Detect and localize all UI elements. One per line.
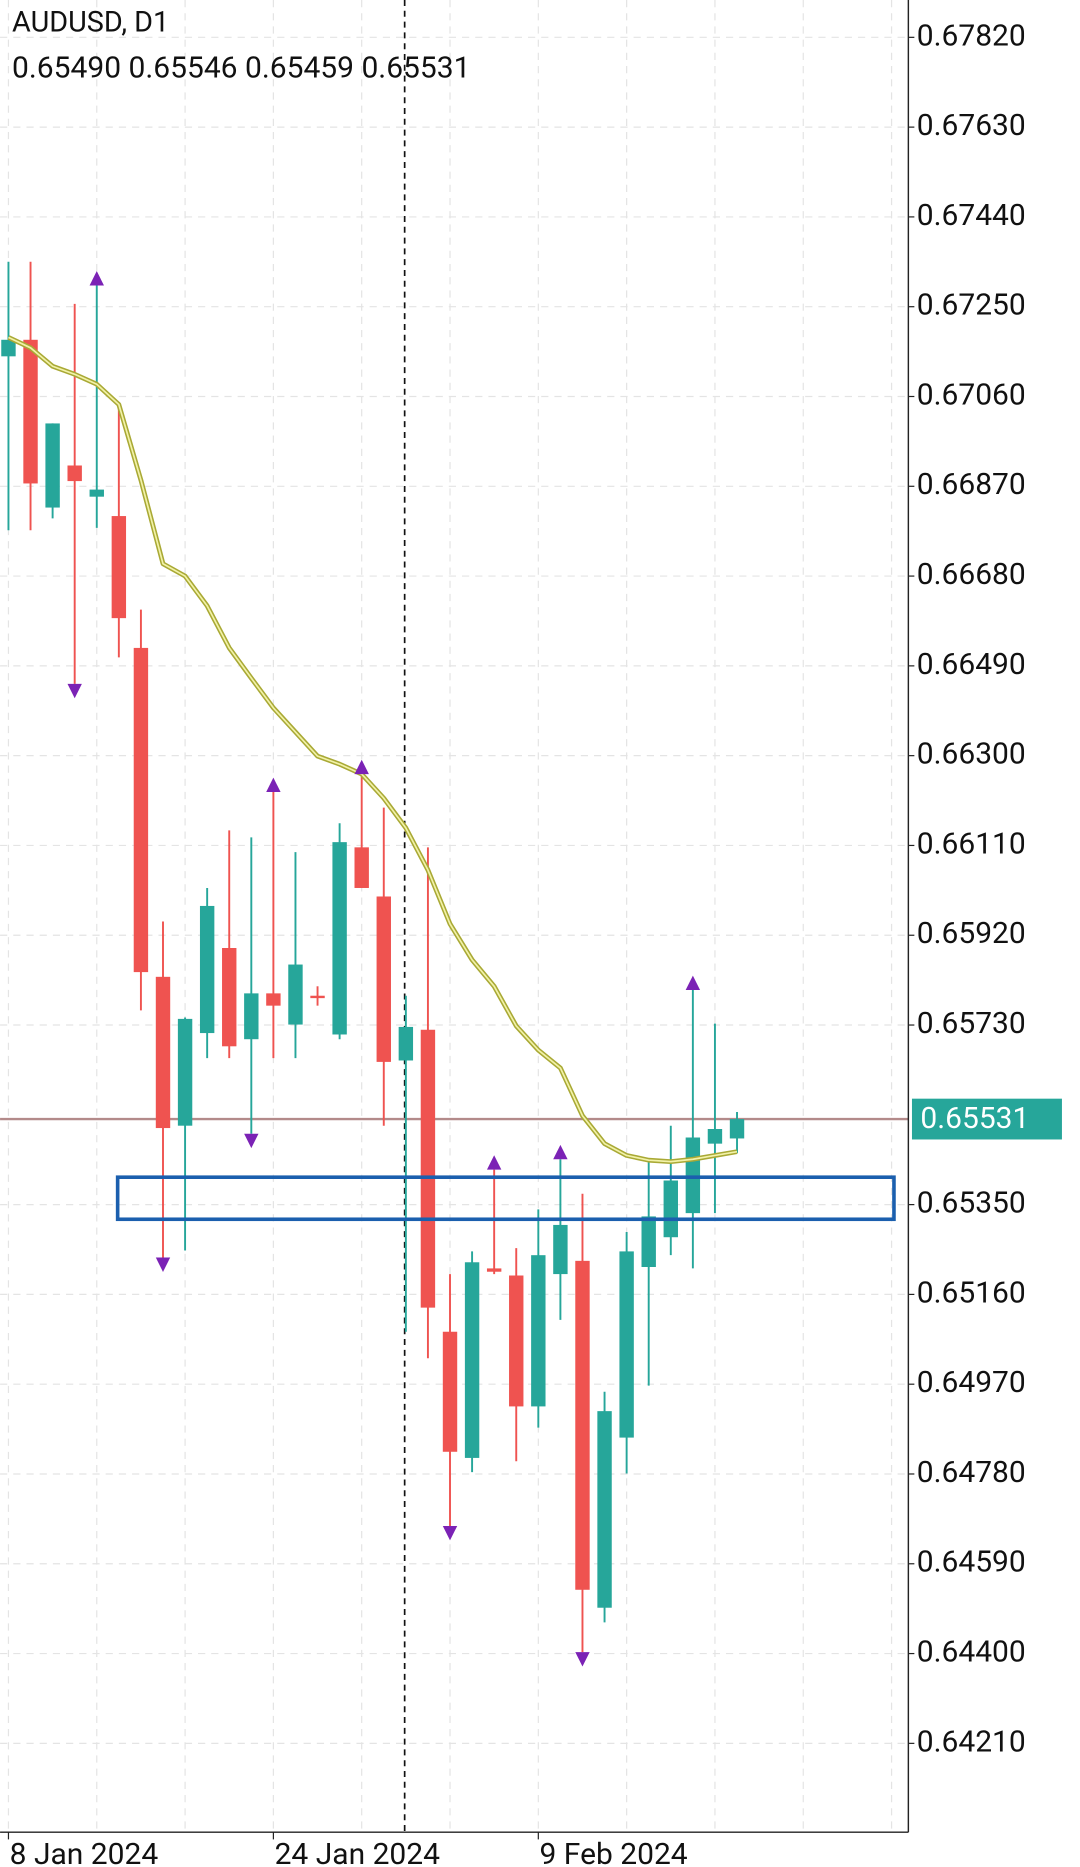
y-tick-label: 0.67440 — [917, 198, 1026, 233]
ohlc-readout: 0.65490 0.65546 0.65459 0.65531 — [12, 51, 470, 86]
fractal-down — [67, 683, 82, 699]
candle-body — [420, 1029, 436, 1308]
fractal-up — [486, 1155, 502, 1170]
candle-body — [45, 423, 60, 508]
candle-body — [89, 489, 104, 497]
fractal-up — [266, 777, 281, 793]
zone-box — [115, 1175, 896, 1222]
candle-body — [222, 948, 237, 1047]
y-tick-label: 0.66110 — [917, 826, 1026, 861]
y-tick-label: 0.66490 — [917, 647, 1026, 682]
candle-body — [354, 847, 369, 888]
axes: 0.67820 0.67630 0.67440 0.67250 0.67060 0.668… — [7, 18, 1062, 1867]
y-tick-label: 0.65920 — [917, 916, 1026, 951]
fractal-down — [155, 1257, 171, 1272]
candle-body — [486, 1268, 502, 1272]
candle-body — [685, 1137, 701, 1214]
fractal-down — [575, 1652, 590, 1667]
candle-body — [531, 1255, 546, 1407]
y-tick-label: 0.65350 — [917, 1186, 1026, 1221]
last-price-box — [911, 1098, 1062, 1140]
y-tick-label: 0.64590 — [917, 1545, 1026, 1580]
y-tick-label: 0.65730 — [917, 1006, 1026, 1041]
candle-body — [288, 964, 303, 1025]
candle-body — [133, 647, 149, 973]
fractal-down — [442, 1525, 458, 1541]
y-tick-label: 0.67060 — [917, 377, 1026, 412]
candle-body — [177, 1018, 193, 1126]
ohlc-high: 0.65546 — [129, 51, 238, 86]
x-tick-label: 24 Jan 2024 — [275, 1837, 441, 1867]
candle-body — [575, 1260, 590, 1590]
y-tick-label: 0.64970 — [917, 1365, 1026, 1400]
candle-body — [509, 1275, 524, 1407]
candle-body — [199, 905, 215, 1034]
y-tick-label: 0.65160 — [917, 1275, 1026, 1310]
ohlc-close: 0.65531 — [361, 51, 470, 86]
y-tick-label: 0.67630 — [917, 108, 1026, 143]
candle-body — [1, 339, 16, 357]
y-tick-label: 0.64780 — [917, 1455, 1026, 1490]
x-tick-label: 9 Feb 2024 — [540, 1837, 688, 1867]
ohlc-open: 0.65490 — [12, 51, 121, 86]
candle-body — [442, 1331, 458, 1452]
last-price-label: 0.65531 — [920, 1101, 1029, 1136]
y-tick-label: 0.67250 — [917, 288, 1026, 323]
candle-body — [398, 1026, 414, 1061]
y-tick-label: 0.66300 — [917, 737, 1026, 772]
y-tick-label: 0.64400 — [917, 1634, 1026, 1669]
fractal-up — [354, 759, 369, 775]
candle-body — [553, 1224, 568, 1275]
y-tick-label: 0.66680 — [917, 557, 1026, 592]
fractal-up — [553, 1144, 568, 1160]
candle-body — [67, 465, 82, 482]
y-tick-label: 0.67820 — [917, 18, 1026, 53]
candle-body — [111, 516, 127, 619]
fractal-up — [685, 975, 701, 991]
candle-body — [376, 896, 391, 1062]
candle-body — [244, 993, 259, 1040]
candle-body — [619, 1251, 634, 1438]
x-tick-label: 8 Jan 2024 — [10, 1837, 159, 1867]
candle-body — [707, 1129, 723, 1144]
fractal-up — [89, 271, 104, 286]
candle-body — [641, 1216, 656, 1267]
candle-body — [266, 993, 281, 1006]
candle-body — [464, 1262, 480, 1458]
candle-body — [663, 1180, 678, 1238]
ohlc-low: 0.65459 — [245, 51, 354, 86]
y-tick-label: 0.66870 — [917, 467, 1026, 502]
fractal-down — [244, 1133, 259, 1149]
chart-title: AUDUSD, D1 — [12, 6, 169, 40]
plot — [0, 0, 909, 1833]
y-tick-label: 0.64210 — [917, 1724, 1026, 1759]
candle-body — [729, 1119, 745, 1139]
candle-body — [597, 1411, 612, 1608]
candle-body — [332, 842, 347, 1035]
candle-body — [155, 976, 171, 1129]
moving-average-inner — [8, 336, 738, 1163]
candle-body — [23, 339, 38, 484]
candle-body — [310, 995, 325, 999]
